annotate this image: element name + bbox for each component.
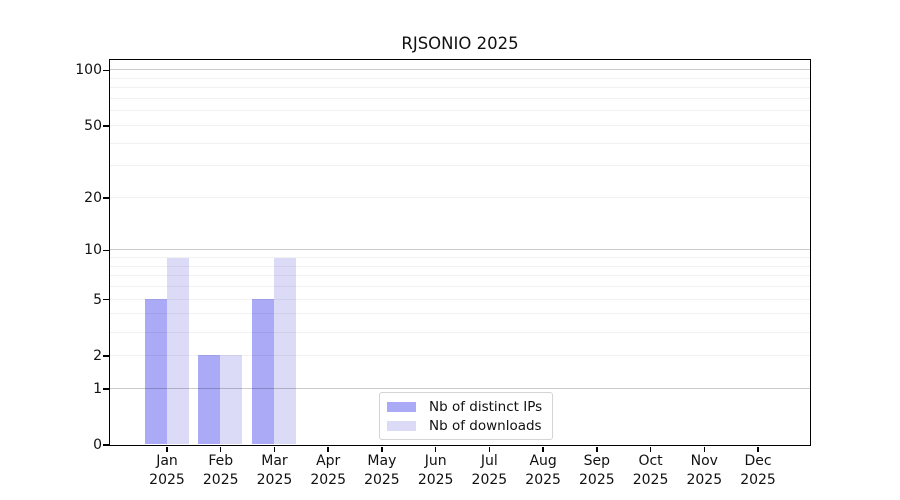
x-axis-label-month: Jul <box>480 453 498 469</box>
y-tick-mark <box>102 125 109 127</box>
y-axis-label: 20 <box>84 189 102 206</box>
grid-line-minor <box>109 298 810 300</box>
x-axis-label: Mar 2025 <box>240 452 308 490</box>
grid-line-minor <box>109 275 810 277</box>
y-axis-label: 5 <box>93 291 102 308</box>
x-tick-mark <box>757 446 759 452</box>
grid-line-minor <box>109 142 810 144</box>
bar-nb-of-downloads-feb <box>220 355 243 445</box>
grid-line-minor <box>109 124 810 126</box>
x-axis-label: Apr 2025 <box>294 452 362 490</box>
x-tick-mark <box>649 446 652 452</box>
x-axis-label-year: 2025 <box>364 472 400 488</box>
x-axis-label-month: Dec <box>744 453 772 469</box>
x-axis-label: Feb 2025 <box>187 452 255 490</box>
grid-line-minor <box>109 286 810 288</box>
grid-line-minor <box>109 265 810 267</box>
y-axis-label: 100 <box>75 62 102 79</box>
x-tick-mark <box>542 446 544 452</box>
grid-line-minor <box>109 257 810 259</box>
x-axis-label: Jun 2025 <box>402 452 470 490</box>
bar-nb-of-distinct-ips-feb <box>198 355 221 445</box>
grid-line-minor <box>109 165 810 167</box>
legend-swatch-nb-of-distinct-ips <box>387 401 416 412</box>
grid-line-minor <box>109 331 810 333</box>
chart-title: RJSONIO 2025 <box>401 34 519 53</box>
grid-line-major <box>109 249 810 251</box>
legend-swatch-nb-of-downloads <box>387 420 416 431</box>
x-axis-label-year: 2025 <box>471 472 508 488</box>
x-tick-mark <box>381 446 383 452</box>
y-axis-label: 10 <box>84 242 102 259</box>
y-tick-mark <box>102 197 109 199</box>
x-axis-label-year: 2025 <box>632 472 669 488</box>
y-axis-label: 1 <box>93 380 102 397</box>
x-axis-label: Oct 2025 <box>617 452 685 490</box>
legend-label: Nb of distinct IPs <box>429 398 543 415</box>
x-tick-mark <box>703 446 706 452</box>
x-axis-label-year: 2025 <box>686 472 723 488</box>
bar-nb-of-distinct-ips-mar <box>251 299 274 445</box>
x-axis-label-year: 2025 <box>740 472 776 488</box>
grid-line-minor <box>109 98 810 100</box>
x-axis-label-month: Jun <box>424 453 447 469</box>
x-tick-mark <box>166 446 168 452</box>
x-axis-label-month: Aug <box>529 453 557 469</box>
legend-label: Nb of downloads <box>429 417 542 434</box>
x-axis-label-month: Feb <box>208 453 234 469</box>
y-axis-label: 0 <box>93 437 102 453</box>
x-axis-label-month: Apr <box>316 453 341 469</box>
x-axis-label: Nov 2025 <box>670 452 738 490</box>
grid-line-major <box>109 387 810 389</box>
grid-line-minor <box>109 354 810 356</box>
legend-item-nb-of-downloads: Nb of downloads <box>387 416 542 435</box>
grid-line-minor <box>109 196 810 198</box>
x-tick-mark <box>327 446 329 452</box>
y-axis-label: 2 <box>93 347 102 364</box>
x-axis-label-year: 2025 <box>310 472 346 488</box>
x-axis-label-year: 2025 <box>525 472 561 488</box>
legend-item-nb-of-distinct-ips: Nb of distinct IPs <box>387 397 542 416</box>
x-tick-mark <box>596 446 598 452</box>
x-axis-label: Aug 2025 <box>509 452 577 490</box>
x-axis-label-month: Nov <box>690 453 718 469</box>
x-axis-label-month: Mar <box>261 453 288 469</box>
x-axis-label-month: Sep <box>583 453 611 469</box>
grid-line-major <box>109 69 810 71</box>
x-axis-label-year: 2025 <box>579 472 615 488</box>
x-axis-label: May 2025 <box>348 452 416 490</box>
x-axis-label-month: May <box>367 453 397 469</box>
y-tick-mark <box>102 355 109 357</box>
plot-area <box>108 58 811 446</box>
x-axis-label-year: 2025 <box>417 472 454 488</box>
y-tick-mark <box>102 298 109 301</box>
x-axis-label-month: Jan <box>156 453 178 469</box>
x-tick-mark <box>273 446 276 452</box>
x-axis-label-year: 2025 <box>149 472 185 488</box>
x-axis-label-year: 2025 <box>202 472 239 488</box>
bar-nb-of-downloads-mar <box>273 257 296 445</box>
x-axis-label: Dec 2025 <box>724 452 792 490</box>
grid-line-minor <box>109 77 810 79</box>
x-axis-label: Sep 2025 <box>563 452 631 490</box>
bar-nb-of-distinct-ips-jan <box>144 299 167 445</box>
y-tick-mark <box>102 444 109 446</box>
x-axis-label-month: Oct <box>638 453 663 469</box>
bar-nb-of-downloads-jan <box>166 257 189 445</box>
x-axis-label-year: 2025 <box>256 472 293 488</box>
x-tick-mark <box>434 446 437 452</box>
x-axis-label: Jan 2025 <box>133 452 201 490</box>
legend: Nb of distinct IPs Nb of downloads <box>379 392 554 440</box>
y-tick-mark <box>102 388 109 390</box>
x-axis-label: Jul 2025 <box>455 452 523 490</box>
grid-line-minor <box>109 110 810 112</box>
grid-line-minor <box>109 313 810 315</box>
y-tick-mark <box>102 69 109 72</box>
y-axis-label: 50 <box>84 117 102 134</box>
grid-line-minor <box>109 87 810 89</box>
y-tick-mark <box>102 249 109 252</box>
x-tick-mark <box>219 446 222 452</box>
x-tick-mark <box>488 446 491 452</box>
